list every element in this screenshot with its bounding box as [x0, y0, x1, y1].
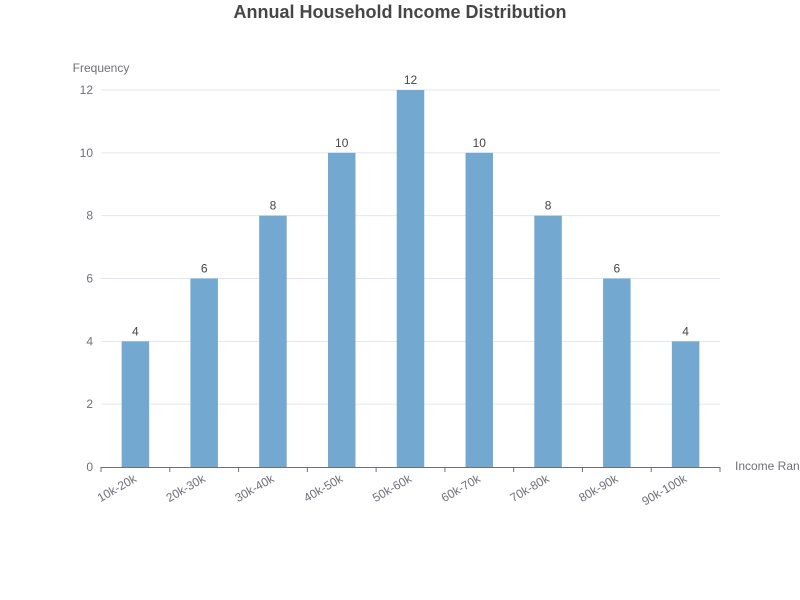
- x-tick-label: 30k-40k: [232, 471, 277, 505]
- y-tick-label: 2: [86, 397, 93, 411]
- y-tick-label: 8: [86, 209, 93, 223]
- bar: [259, 215, 287, 467]
- x-tick-label: 40k-50k: [301, 471, 346, 505]
- data-label: 12: [404, 73, 418, 87]
- x-tick-label: 70k-80k: [508, 471, 553, 505]
- x-tick-label: 10k-20k: [95, 471, 140, 505]
- data-label: 8: [545, 199, 552, 213]
- chart-title: Annual Household Income Distribution: [233, 2, 567, 22]
- x-tick-label: 80k-90k: [576, 471, 621, 505]
- data-label: 6: [201, 262, 208, 276]
- y-tick-label: 4: [86, 334, 93, 348]
- bar: [465, 152, 494, 468]
- x-axis-label: Income Range: [735, 459, 800, 473]
- y-tick-label: 12: [80, 83, 94, 97]
- y-axis-label: Frequency: [73, 61, 130, 75]
- data-label: 6: [613, 262, 620, 276]
- y-tick-label: 6: [86, 272, 93, 286]
- bar: [671, 341, 700, 467]
- data-label: 8: [270, 199, 277, 213]
- bar: [396, 90, 425, 467]
- x-tick-label: 50k-60k: [370, 471, 415, 505]
- bar: [327, 152, 356, 468]
- bar: [603, 278, 631, 467]
- bar: [190, 278, 218, 467]
- y-tick-label: 10: [80, 146, 94, 160]
- data-label: 10: [335, 136, 349, 150]
- data-label: 4: [682, 324, 689, 338]
- y-tick-label: 0: [86, 460, 93, 474]
- data-label: 4: [132, 324, 139, 338]
- data-label: 10: [473, 136, 487, 150]
- x-tick-label: 20k-30k: [164, 471, 209, 505]
- bar: [534, 215, 562, 467]
- x-tick-label: 90k-100k: [639, 471, 690, 508]
- bar: [121, 341, 150, 467]
- x-tick-label: 60k-70k: [439, 471, 484, 505]
